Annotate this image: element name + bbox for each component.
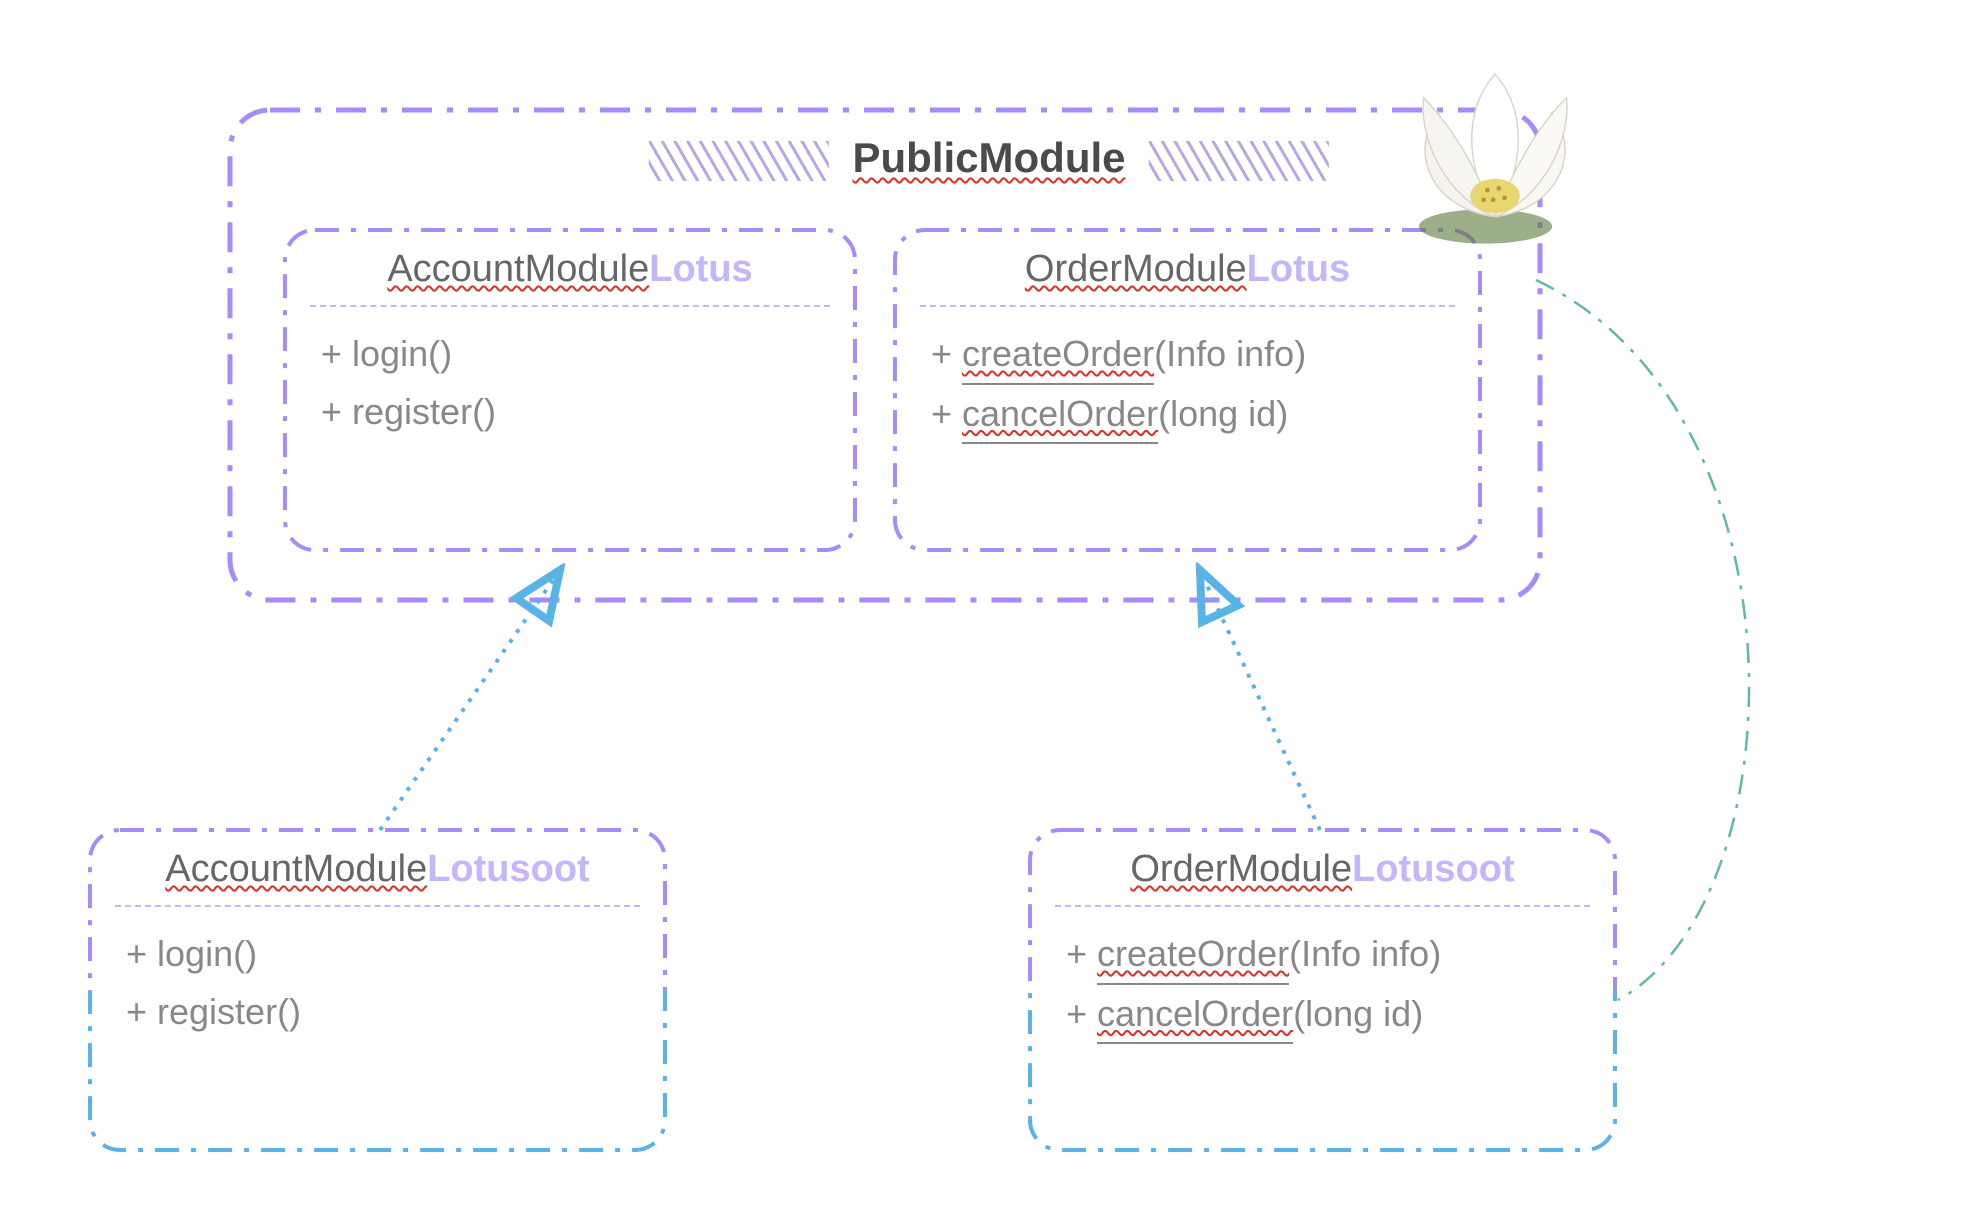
method-login: + login() <box>126 925 629 983</box>
account-lotus-methods: + login() + register() <box>285 307 855 462</box>
diagram-canvas: PublicModule AccountModuleLotus + login(… <box>0 0 1978 1222</box>
method-register: + register() <box>321 383 819 441</box>
account-lotus-box: AccountModuleLotus + login() + register(… <box>285 230 855 462</box>
order-lotusoot-methods: + createOrder(Info info) + cancelOrder(l… <box>1030 907 1615 1066</box>
method-cancelorder: + cancelOrder(long id) <box>931 385 1444 445</box>
arrow-account-lotusoot-to-account-lotus <box>380 570 560 830</box>
order-lotusoot-title: OrderModuleLotusoot <box>1030 830 1615 905</box>
account-lotus-title: AccountModuleLotus <box>285 230 855 305</box>
order-lotus-box: OrderModuleLotus + createOrder(Info info… <box>895 230 1480 466</box>
method-createorder: + createOrder(Info info) <box>931 325 1444 385</box>
arrow-order-lotusoot-to-order-lotus <box>1200 570 1320 830</box>
method-createorder: + createOrder(Info info) <box>1066 925 1579 985</box>
lotus-flower-icon <box>1370 55 1620 255</box>
order-lotusoot-box: OrderModuleLotusoot + createOrder(Info i… <box>1030 830 1615 1066</box>
public-module-title: PublicModule <box>637 134 1341 182</box>
method-cancelorder: + cancelOrder(long id) <box>1066 985 1579 1045</box>
order-lotus-methods: + createOrder(Info info) + cancelOrder(l… <box>895 307 1480 466</box>
account-lotusoot-title: AccountModuleLotusoot <box>90 830 665 905</box>
method-register: + register() <box>126 983 629 1041</box>
account-lotusoot-methods: + login() + register() <box>90 907 665 1062</box>
method-login: + login() <box>321 325 819 383</box>
account-lotusoot-box: AccountModuleLotusoot + login() + regist… <box>90 830 665 1062</box>
